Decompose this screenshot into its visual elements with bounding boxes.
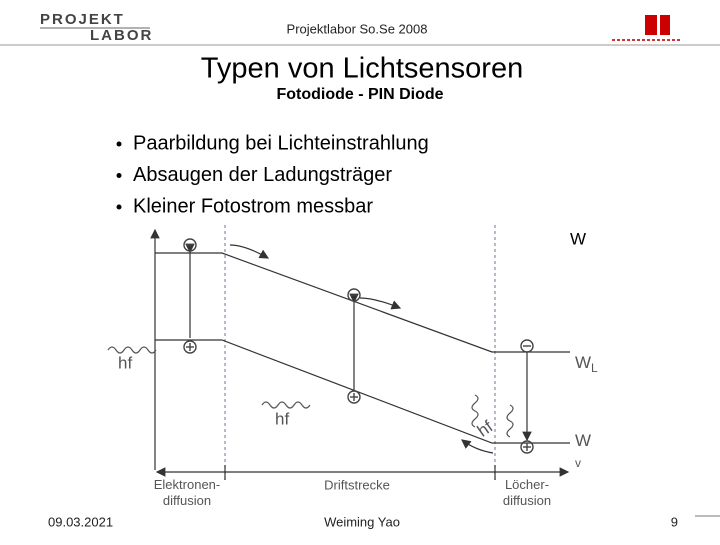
bullet-dot xyxy=(116,141,122,147)
logo: PROJEKT LABOR xyxy=(40,11,153,44)
bullet-text: Absaugen der Ladungsträger xyxy=(133,164,392,186)
bullet-dot xyxy=(116,204,122,210)
photon-label: hf xyxy=(275,409,289,428)
footer-page: 9 xyxy=(671,514,678,529)
band-diagram xyxy=(107,225,570,480)
footer-author: Weiming Yao xyxy=(324,514,400,529)
tu-logo xyxy=(612,15,680,41)
photon-label: hf xyxy=(118,353,132,372)
energy-axis-label: W xyxy=(570,229,586,248)
region-label: Driftstrecke xyxy=(324,477,390,492)
region-label: Löcher-diffusion xyxy=(503,477,551,508)
footer-date: 09.03.2021 xyxy=(48,514,113,529)
slide-title: Typen von Lichtsensoren xyxy=(201,53,523,85)
logo-text: PROJEKT xyxy=(40,11,125,28)
bullet-text: Paarbildung bei Lichteinstrahlung xyxy=(133,132,429,154)
slide-subtitle: Fotodiode - PIN Diode xyxy=(276,86,443,103)
logo-text: LABOR xyxy=(90,27,153,44)
band-label: WL xyxy=(575,353,598,375)
region-label: Elektronen-diffusion xyxy=(154,477,220,508)
bullet-dot xyxy=(116,173,122,178)
course-name: Projektlabor So.Se 2008 xyxy=(287,21,428,36)
bullet-text: Kleiner Fotostrom messbar xyxy=(133,195,373,217)
bullet-list: Paarbildung bei Lichteinstrahlung Absauge… xyxy=(116,132,429,217)
